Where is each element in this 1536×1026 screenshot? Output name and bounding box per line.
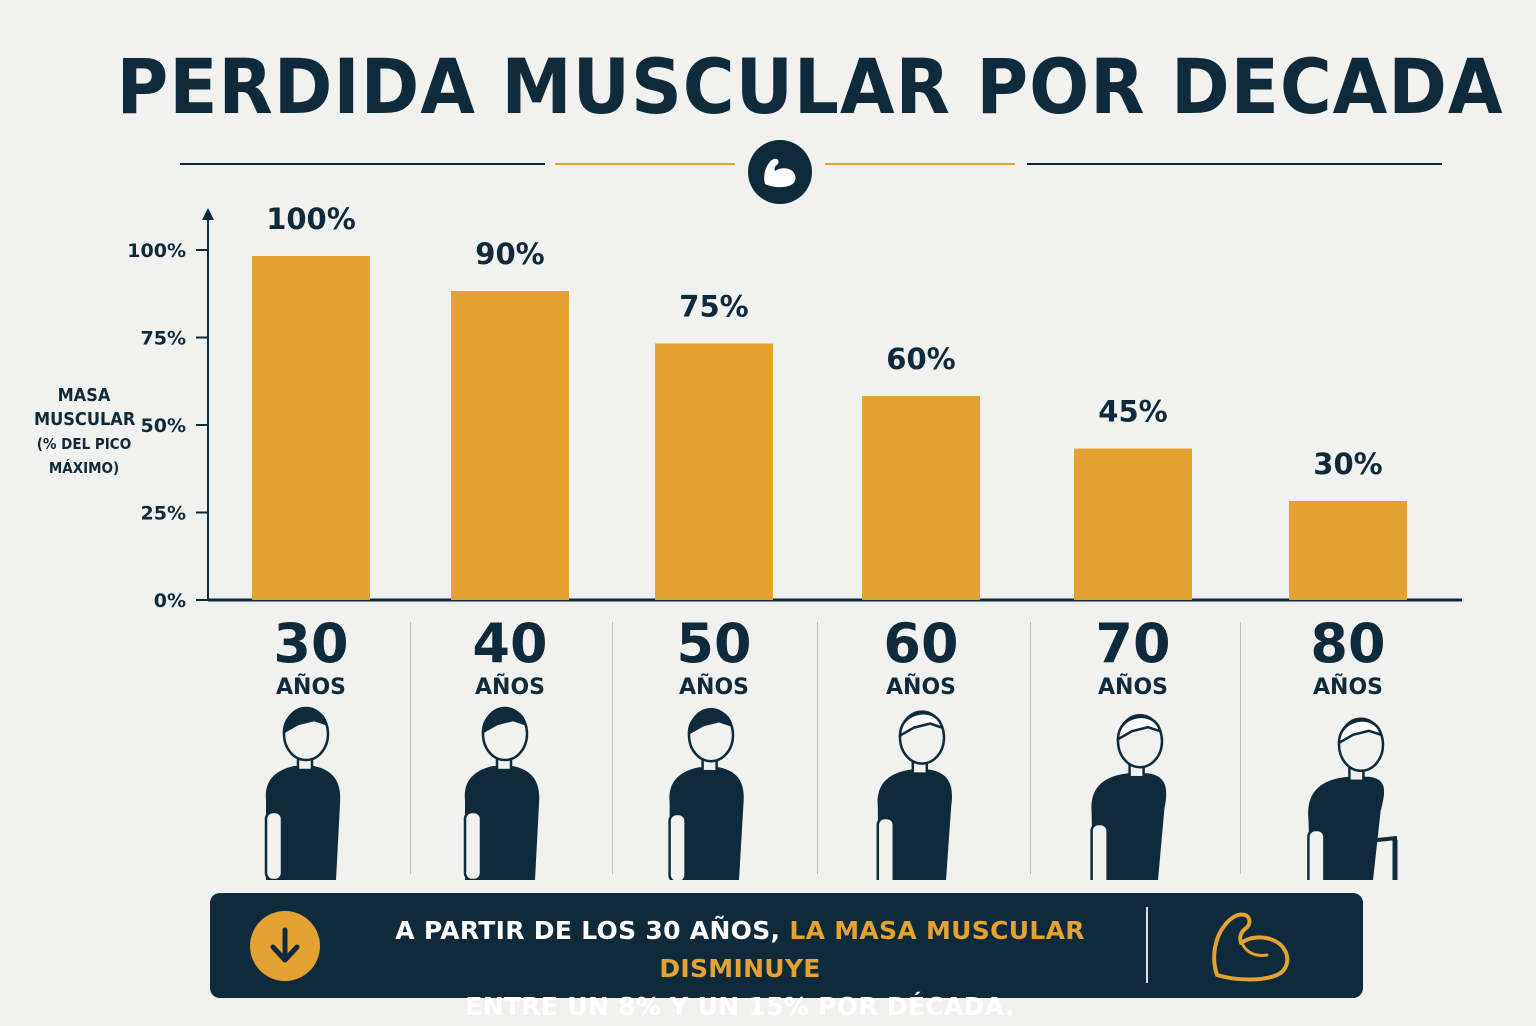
bar-70 xyxy=(1074,448,1192,600)
y-axis-title-line1: MASA MUSCULAR xyxy=(34,385,136,430)
silhouette-30-icon xyxy=(264,706,341,880)
decade-unit: AÑOS xyxy=(475,675,545,700)
bar-40 xyxy=(451,291,569,600)
decade-number: 40 xyxy=(472,612,548,675)
arrow-down-icon xyxy=(270,927,300,963)
y-tick-label: 0% xyxy=(154,590,186,612)
data-label-80: 30% xyxy=(1313,447,1382,481)
bar-60 xyxy=(862,396,980,600)
data-label-30: 100% xyxy=(266,202,356,236)
decade-unit: AÑOS xyxy=(679,675,749,700)
decade-unit: AÑOS xyxy=(1313,675,1383,700)
decade-number: 60 xyxy=(883,612,959,675)
silhouette-70-icon xyxy=(1090,713,1167,880)
flexed-arm-icon xyxy=(764,158,796,188)
decade-label-70: 70 AÑOS xyxy=(1033,612,1233,700)
banner-text: A PARTIR DE LOS 30 AÑOS, LA MASA MUSCULA… xyxy=(340,912,1140,1026)
y-axis-title: MASA MUSCULAR (% DEL PICO MÁXIMO) xyxy=(14,384,154,480)
title-rule-gold-right xyxy=(825,163,1015,165)
banner-divider xyxy=(1146,907,1148,983)
banner-line2: ENTRE UN 8% Y UN 15% POR DÉCADA. xyxy=(465,992,1015,1021)
title-rule-right xyxy=(1027,163,1442,165)
bar-chart: 0% 25% 50% 75% 100% 100% 90% 75% 60% 45% 30% xyxy=(127,202,1462,612)
y-tick-label: 50% xyxy=(141,415,186,437)
silhouette-50-icon xyxy=(668,707,744,880)
decade-unit: AÑOS xyxy=(276,675,346,700)
arrow-down-badge xyxy=(250,911,320,981)
banner-line1-highlight: LA MASA MUSCULAR DISMINUYE xyxy=(659,916,1085,983)
column-separator xyxy=(410,622,411,874)
data-label-50: 75% xyxy=(679,290,748,324)
bar-80 xyxy=(1289,501,1407,600)
decade-label-40: 40 AÑOS xyxy=(410,612,610,700)
decade-unit: AÑOS xyxy=(886,675,956,700)
title-rule-left xyxy=(180,163,545,165)
decade-unit: AÑOS xyxy=(1098,675,1168,700)
decade-label-60: 60 AÑOS xyxy=(821,612,1021,700)
banner-line1-a: A PARTIR DE LOS 30 AÑOS, xyxy=(395,916,790,945)
muscle-badge xyxy=(748,140,812,204)
decade-number: 30 xyxy=(273,612,349,675)
column-separator xyxy=(817,622,818,874)
data-label-40: 90% xyxy=(475,237,544,271)
page-title: PERDIDA MUSCULAR POR DECADA xyxy=(116,42,1504,131)
y-axis-arrow xyxy=(202,208,214,220)
decade-number: 70 xyxy=(1095,612,1171,675)
bar-30 xyxy=(252,256,370,600)
data-label-70: 45% xyxy=(1098,395,1167,429)
info-banner: A PARTIR DE LOS 30 AÑOS, LA MASA MUSCULA… xyxy=(210,893,1363,1021)
silhouette-60-icon xyxy=(876,710,952,880)
decade-label-30: 30 AÑOS xyxy=(211,612,411,700)
column-separator xyxy=(1240,622,1241,874)
y-tick-label: 100% xyxy=(127,240,186,262)
column-separator xyxy=(1030,622,1031,874)
silhouette-80-icon xyxy=(1307,717,1398,880)
silhouette-40-icon xyxy=(463,706,540,880)
decade-label-80: 80 AÑOS xyxy=(1248,612,1448,700)
y-axis-title-line2: (% DEL PICO MÁXIMO) xyxy=(36,435,132,477)
decade-label-50: 50 AÑOS xyxy=(614,612,814,700)
data-label-60: 60% xyxy=(886,342,955,376)
y-tick-label: 75% xyxy=(141,328,186,350)
bar-50 xyxy=(655,343,773,600)
y-tick-label: 25% xyxy=(141,503,186,525)
title-rule-gold-left xyxy=(555,163,735,165)
flexed-arm-outline-icon xyxy=(1212,912,1290,982)
decade-number: 80 xyxy=(1310,612,1386,675)
decade-number: 50 xyxy=(676,612,752,675)
column-separator xyxy=(612,622,613,874)
